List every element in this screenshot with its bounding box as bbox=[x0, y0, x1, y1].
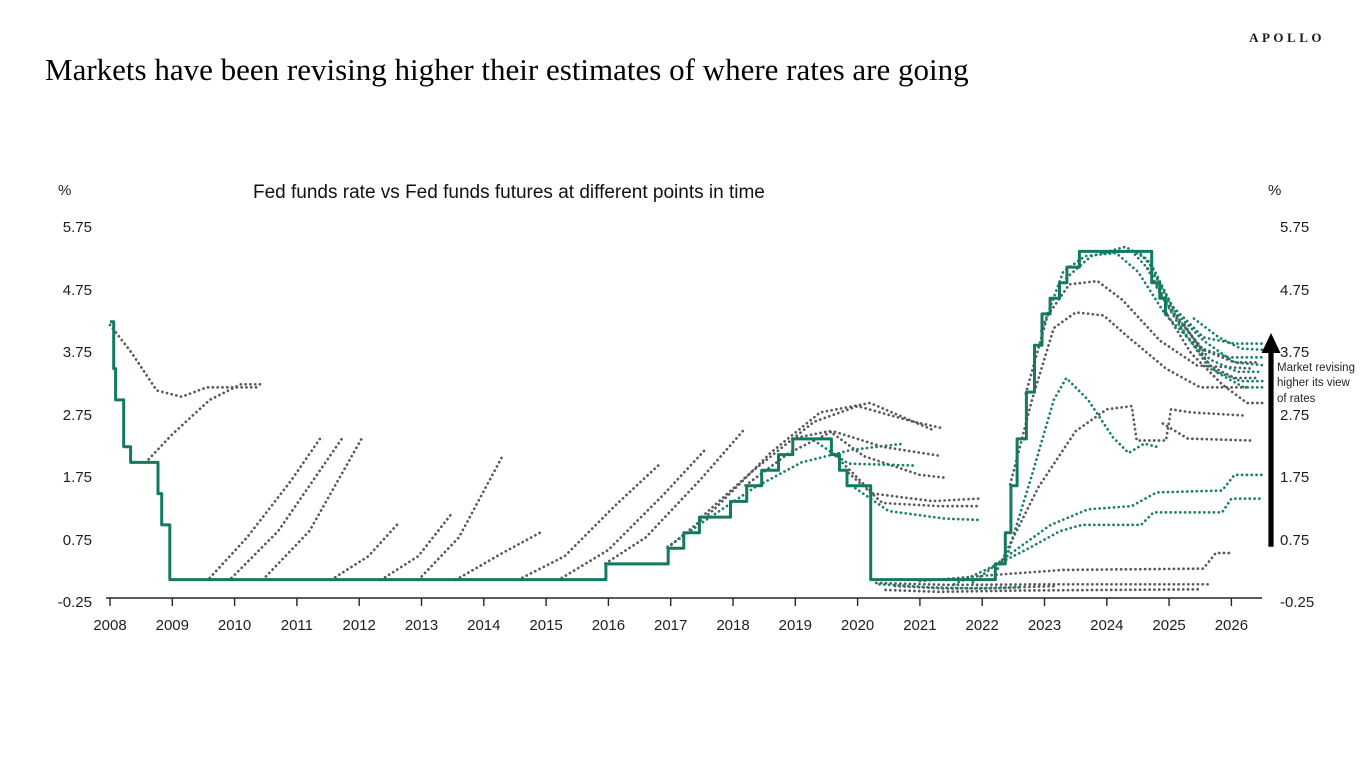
x-axis-label: 2018 bbox=[716, 617, 750, 634]
y-axis-label: 5.75 bbox=[62, 219, 92, 236]
futures-curve-gray bbox=[666, 401, 937, 550]
y-axis-label: 2.75 bbox=[62, 406, 92, 424]
futures-curve-gray bbox=[108, 323, 258, 399]
x-axis-label: 2022 bbox=[965, 617, 999, 634]
y-axis-label: 0.75 bbox=[1280, 531, 1310, 549]
futures-curve-gray bbox=[261, 436, 364, 582]
x-axis-label: 2026 bbox=[1214, 617, 1249, 634]
y-axis-label: 1.75 bbox=[1280, 469, 1310, 486]
futures-curve-gray bbox=[147, 382, 264, 461]
y-axis-label: 1.75 bbox=[62, 469, 92, 486]
futures-curve-gray bbox=[1161, 422, 1252, 442]
x-axis-label: 2011 bbox=[280, 617, 314, 634]
futures-curve-gray bbox=[417, 454, 504, 582]
x-axis-label: 2015 bbox=[529, 617, 563, 634]
futures-curve-gray bbox=[1183, 323, 1261, 380]
futures-curve-gray bbox=[454, 529, 545, 582]
futures-curve-gray bbox=[230, 434, 345, 580]
y-axis-label: -0.25 bbox=[1280, 594, 1315, 611]
futures-curve-teal bbox=[1064, 245, 1264, 345]
x-axis-label: 2025 bbox=[1152, 617, 1186, 634]
page-title: Markets have been revising higher their … bbox=[45, 52, 969, 87]
actual-fed-funds-line bbox=[110, 249, 1168, 582]
y-axis-label: 0.75 bbox=[62, 531, 92, 549]
futures-curve-gray bbox=[918, 551, 1233, 583]
futures-curve-gray bbox=[874, 581, 1211, 587]
x-axis-label: 2010 bbox=[217, 617, 252, 634]
x-axis-label: 2019 bbox=[778, 617, 812, 634]
futures-curve-teal bbox=[1005, 376, 1158, 558]
y-axis-unit-left: % bbox=[58, 182, 72, 199]
futures-curve-gray bbox=[884, 587, 1202, 594]
x-axis-label: 2013 bbox=[404, 617, 439, 634]
y-axis-label: 3.75 bbox=[62, 344, 92, 361]
arrow-head-up-icon bbox=[1261, 333, 1281, 353]
x-axis-label: 2023 bbox=[1027, 617, 1062, 634]
futures-curve-teal bbox=[1155, 286, 1268, 389]
futures-curve-gray bbox=[1166, 314, 1264, 405]
y-axis-label: 2.75 bbox=[1280, 406, 1310, 424]
futures-curve-teal bbox=[1130, 249, 1264, 383]
futures-curve-gray bbox=[379, 511, 454, 582]
futures-curve-gray bbox=[790, 429, 950, 480]
futures-curve-gray bbox=[516, 464, 660, 582]
futures-curve-gray bbox=[603, 426, 747, 565]
futures-curve-teal bbox=[878, 582, 1021, 590]
x-axis-label: 2008 bbox=[93, 617, 127, 634]
futures-curve-gray bbox=[560, 448, 707, 580]
futures-curve-gray bbox=[744, 429, 944, 487]
x-axis-label: 2021 bbox=[903, 617, 937, 634]
y-axis-unit-right: % bbox=[1268, 182, 1282, 199]
futures-curve-teal bbox=[812, 439, 916, 467]
futures-curve-gray bbox=[1008, 311, 1252, 486]
arrow-annotation-text: Market revising higher its view of rates bbox=[1277, 362, 1355, 405]
futures-curve-teal bbox=[952, 497, 1264, 586]
futures-curve-gray bbox=[329, 520, 402, 582]
x-axis-label: 2016 bbox=[591, 617, 626, 634]
chart-title: Fed funds rate vs Fed funds futures at d… bbox=[253, 182, 765, 203]
y-axis-label: 5.75 bbox=[1280, 219, 1310, 236]
x-axis-label: 2024 bbox=[1090, 617, 1124, 634]
futures-curve-gray bbox=[996, 404, 1246, 570]
futures-curve-teal bbox=[1102, 249, 1264, 374]
x-axis-label: 2020 bbox=[840, 617, 875, 634]
x-axis-label: 2009 bbox=[155, 617, 189, 634]
futures-curve-gray bbox=[208, 434, 324, 580]
x-axis-label: 2017 bbox=[654, 617, 688, 634]
y-axis-label: 4.75 bbox=[1280, 281, 1310, 299]
futures-curve-teal bbox=[971, 473, 1264, 584]
apollo-logo: APOLLO bbox=[1249, 30, 1325, 45]
futures-curve-gray bbox=[834, 454, 981, 503]
futures-curve-teal bbox=[1192, 317, 1268, 352]
x-axis-label: 2012 bbox=[342, 617, 376, 634]
y-axis-label: 3.75 bbox=[1280, 344, 1310, 361]
y-axis-label: -0.25 bbox=[57, 594, 92, 611]
arrow-shaft bbox=[1268, 351, 1274, 547]
x-axis-label: 2014 bbox=[467, 617, 501, 634]
y-axis-label: 4.75 bbox=[62, 281, 92, 299]
